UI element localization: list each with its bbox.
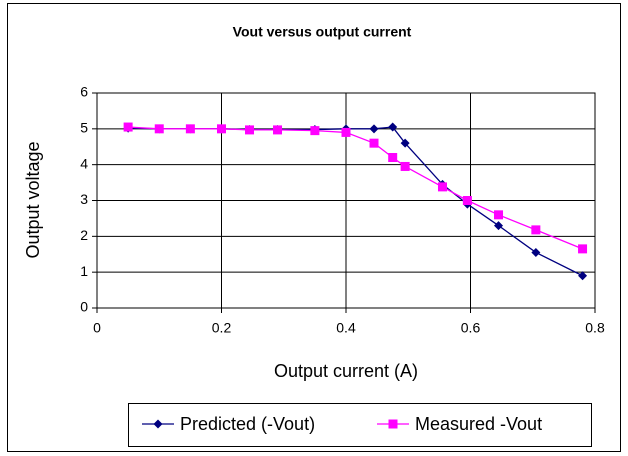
x-tick-label: 0.4 [336, 320, 356, 336]
chart-title: Vout versus output current [233, 24, 412, 40]
data-point [369, 124, 379, 134]
data-point [154, 124, 164, 134]
legend-label: Predicted (-Vout) [180, 414, 315, 434]
data-point [578, 271, 588, 281]
data-point [400, 161, 410, 171]
x-tick-label: 0.2 [212, 320, 232, 336]
y-axis-title: Output voltage [23, 141, 43, 258]
data-point [369, 138, 379, 148]
data-point [310, 126, 320, 136]
x-axis-title: Output current (A) [274, 361, 418, 381]
data-point [123, 122, 133, 132]
data-point [245, 125, 255, 135]
data-point [531, 247, 541, 257]
x-tick-label: 0.6 [461, 320, 481, 336]
legend-marker [388, 419, 398, 429]
legend-box [128, 403, 592, 447]
y-tick-label: 0 [80, 299, 88, 315]
data-point [217, 124, 226, 134]
y-tick-label: 6 [80, 84, 88, 100]
data-point [185, 124, 195, 134]
y-tick-label: 2 [80, 227, 88, 243]
x-tick-label: 0 [93, 320, 101, 336]
y-tick-label: 1 [80, 263, 88, 279]
y-tick-label: 4 [80, 155, 88, 171]
x-tick-label: 0.8 [585, 320, 605, 336]
data-point [531, 225, 541, 235]
data-point [388, 122, 398, 132]
data-point [388, 153, 398, 162]
y-tick-label: 3 [80, 191, 88, 207]
y-tick-label: 5 [80, 120, 88, 136]
data-point [273, 125, 283, 135]
data-point [462, 196, 472, 205]
legend-marker [153, 419, 163, 429]
data-point [494, 210, 504, 220]
data-point [341, 127, 351, 137]
data-point [400, 138, 410, 148]
data-point [578, 244, 588, 254]
data-point [494, 221, 504, 231]
legend-label: Measured -Vout [415, 414, 542, 434]
series-line [128, 126, 583, 250]
data-point [437, 182, 447, 192]
